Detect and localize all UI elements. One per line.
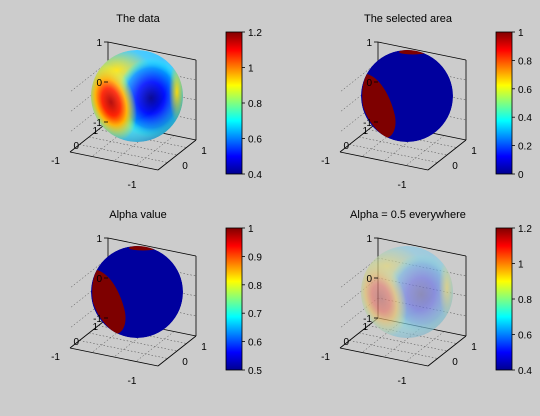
axis-box-edge [107,41,197,61]
grid-line [135,135,175,166]
subplot-1: The data -1 0 1 1 0 -1 -1 0 1 1.2 1 0.8 0.6 0.4 [51,13,262,191]
x-tick-label: 1 [471,342,477,353]
colorbar-tick-label: 1 [518,28,524,39]
y-tick-label: -1 [321,352,330,363]
colorbar [495,31,513,175]
y-tick-label: 0 [343,141,349,152]
z-tick-label: -1 [93,118,102,129]
sphere-surface [361,50,453,142]
y-tick-label: 1 [92,322,98,333]
colorbar-tick-label: 1.2 [248,28,262,39]
grid-line [349,340,438,359]
colorbar-tick-label: 0.8 [248,99,262,110]
y-tick-label: 1 [362,322,368,333]
z-tick-label: 0 [366,274,372,285]
colorbar-tick-label: 0.7 [248,309,262,320]
axis-box-edge [107,237,197,257]
grid-line [358,332,448,352]
z-tick-label: -1 [93,314,102,325]
grid-line [405,135,445,166]
grid-line [405,331,445,362]
colorbar-tick-label: 0.8 [518,56,532,67]
grid-line [79,144,168,163]
colorbar-tick-label: 1 [248,64,254,75]
x-tick-label: -1 [398,376,407,387]
colorbar-tick-label: 0.6 [518,331,532,342]
x-tick-label: 0 [452,161,458,172]
axis-box-edge [157,139,197,171]
z-tick-label: 1 [366,38,372,49]
axis-box-edge [69,151,159,171]
subplot-4: Alpha = 0.5 everywhere -1 0 1 1 0 -1 -1 0 1 1.2 1 0.… [321,209,532,387]
colorbar-tick-label: 0.6 [518,85,532,96]
axis-box-edge [69,347,159,367]
x-tick-label: -1 [128,376,137,387]
sphere-surface [91,246,183,338]
grid-line [349,144,438,163]
axis-box-edge [377,237,467,257]
colorbar-tick-label: 0.8 [518,295,532,306]
colorbar-tick-label: 1 [248,224,254,235]
y-tick-label: -1 [51,352,60,363]
colorbar-tick-label: 0 [518,170,524,181]
colorbar-tick-label: 0.9 [248,252,262,263]
axis-box-edge [377,41,467,61]
axis-box-edge [339,151,429,171]
z-tick-label: -1 [363,314,372,325]
colorbar-tick-label: 0.2 [518,142,532,153]
x-tick-label: -1 [128,180,137,191]
axis-box-edge [157,335,197,367]
grid-line [79,340,168,359]
subplot-title: Alpha value [109,209,167,221]
colorbar [225,31,243,175]
x-tick-label: 1 [201,342,207,353]
colorbar-tick-label: 0.6 [248,338,262,349]
y-tick-label: -1 [51,156,60,167]
grid-line [88,332,178,352]
colorbar-tick-label: 1.2 [518,224,532,235]
subplot-3: Alpha value -1 0 1 1 0 -1 -1 0 1 1 0.9 0.8 0.7 0.6 0.5 [51,209,262,387]
z-tick-label: -1 [363,118,372,129]
colorbar-tick-label: 0.8 [248,281,262,292]
colorbar-tick-label: 0.4 [248,170,262,181]
colorbar-tick-label: 0.4 [518,113,532,124]
y-tick-label: -1 [321,156,330,167]
colorbar [495,227,513,371]
sphere-surface [361,246,453,338]
z-tick-label: 0 [96,274,102,285]
colorbar-tick-label: 0.4 [518,366,532,377]
axis-box-edge [427,335,467,367]
z-tick-label: 0 [96,78,102,89]
axis-box-edge [427,139,467,171]
z-tick-label: 0 [366,78,372,89]
x-tick-label: -1 [398,180,407,191]
grid-line [135,331,175,362]
colorbar [225,227,243,371]
x-tick-label: 1 [471,146,477,157]
subplot-title: The data [116,13,160,25]
subplot-2: The selected area -1 0 1 1 0 -1 -1 0 1 1 0.8 0.6 0.4 0… [321,13,532,191]
z-tick-label: 1 [96,234,102,245]
y-tick-label: 0 [73,337,79,348]
y-tick-label: 0 [343,337,349,348]
x-tick-label: 1 [201,146,207,157]
subplot-title: The selected area [364,13,453,25]
colorbar-tick-label: 1 [518,260,524,271]
grid-line [358,136,448,156]
y-tick-label: 1 [92,126,98,137]
colorbar-tick-label: 0.6 [248,135,262,146]
x-tick-label: 0 [182,161,188,172]
colorbar-tick-label: 0.5 [248,366,262,377]
y-tick-label: 0 [73,141,79,152]
z-tick-label: 1 [96,38,102,49]
z-tick-label: 1 [366,234,372,245]
x-tick-label: 0 [182,357,188,368]
x-tick-label: 0 [452,357,458,368]
y-tick-label: 1 [362,126,368,137]
grid-line [88,136,178,156]
axis-box-edge [339,347,429,367]
subplot-title: Alpha = 0.5 everywhere [350,209,466,221]
